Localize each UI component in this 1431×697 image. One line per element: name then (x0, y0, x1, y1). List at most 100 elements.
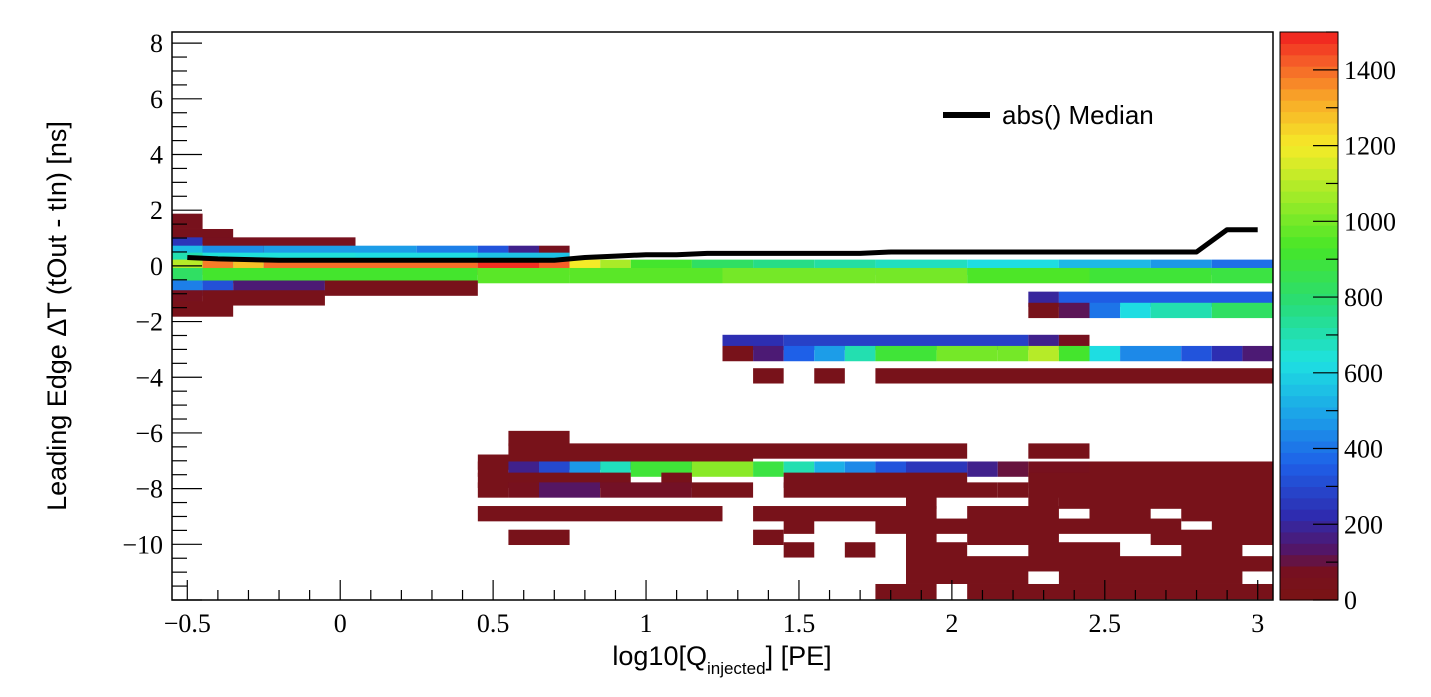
heatmap-cell (1028, 443, 1090, 459)
y-axis: 8 6 4 2 0 −2 −4 −6 −8 −10 (122, 29, 202, 601)
colorbar-step (1280, 32, 1338, 44)
colorbar-step (1280, 350, 1338, 363)
heatmap-cell (324, 280, 478, 296)
colorbar-step (1280, 281, 1338, 294)
colorbar-step (1280, 509, 1338, 522)
heatmap-cell (875, 518, 1182, 534)
heatmap-cell (1089, 267, 1212, 284)
colorbar-step (1280, 486, 1338, 499)
heatmap-cell (1120, 302, 1151, 319)
heatmap-cell (1150, 529, 1273, 546)
colorbar-tick-label: 400 (1344, 435, 1383, 464)
colorbar-step (1280, 54, 1338, 67)
colorbar-step (1280, 475, 1338, 487)
heatmap-cell (844, 542, 876, 558)
heatmap-cell (844, 345, 876, 362)
colorbar-step (1280, 497, 1338, 510)
heatmap-cell (997, 461, 1029, 477)
heatmap-cell (814, 345, 845, 362)
heatmap-cell (906, 556, 1273, 572)
y-tick-label: 2 (150, 196, 163, 225)
x-axis-title-suffix: ] [PE] (766, 641, 832, 671)
heatmap-cell (691, 461, 754, 477)
x-axis: −0.5 0 0.5 1 1.5 2 2.5 3 (164, 580, 1264, 638)
heatmap-cell (722, 345, 754, 362)
heatmap-cell (1211, 267, 1273, 284)
colorbar-step (1280, 100, 1338, 113)
heatmap-cell (1028, 542, 1121, 558)
heatmap-cell (202, 267, 478, 284)
median-line-layer (187, 227, 1258, 263)
colorbar-tick-label: 800 (1344, 283, 1383, 312)
heatmap-cell (1120, 345, 1182, 362)
colorbar-step (1280, 179, 1338, 192)
heatmap-cell (967, 506, 1059, 522)
colorbar-step (1280, 577, 1338, 590)
y-tick-label: 6 (150, 85, 163, 114)
heatmap-cell (967, 461, 998, 477)
heatmap-cell (1089, 506, 1151, 522)
heatmap-cell (477, 506, 723, 522)
heatmap-cell (997, 345, 1029, 362)
colorbar-step (1280, 520, 1338, 533)
heatmap-cell (1211, 302, 1273, 319)
colorbar-step (1280, 338, 1338, 351)
y-tick-label: −8 (135, 475, 163, 504)
heatmap-cell (172, 301, 234, 317)
median-series-line (187, 227, 1258, 263)
colorbar-step (1280, 316, 1338, 328)
y-tick-label: 4 (150, 141, 163, 170)
colorbar-step (1280, 327, 1338, 340)
colorbar-tick-label: 1400 (1344, 56, 1396, 85)
heatmap-cell (539, 482, 601, 498)
y-tick-label: 0 (150, 252, 163, 281)
colorbar-step (1280, 395, 1338, 408)
colorbar-step (1280, 168, 1338, 181)
y-axis-title: Leading Edge ΔT (tOut - tIn) [ns] (42, 121, 72, 511)
colorbar-step (1280, 554, 1338, 567)
heatmap-cell (753, 461, 784, 477)
colorbar-frame (1279, 31, 1339, 601)
heatmap-cell (508, 430, 570, 447)
colorbar-step (1280, 247, 1338, 260)
heatmap-cell (1028, 345, 1059, 362)
colorbar-step (1280, 429, 1338, 442)
heatmap-cell (753, 368, 784, 384)
colorbar-step (1280, 418, 1338, 431)
legend: abs() Median (943, 100, 1154, 130)
heatmap-cell (477, 267, 570, 284)
colorbar-step (1280, 463, 1338, 476)
heatmap-cell (1089, 345, 1121, 362)
colorbar-step (1280, 88, 1338, 101)
heatmap-cell (477, 482, 509, 498)
heatmap-cell (1058, 302, 1090, 319)
y-tick-label: −6 (135, 419, 163, 448)
y-tick-label: −10 (122, 530, 163, 559)
heatmap-cell (1058, 493, 1273, 509)
heatmap-cell (753, 529, 784, 546)
heatmap-cell (1058, 345, 1090, 362)
x-axis-title: log10[Qinjected] [PE] (612, 641, 831, 678)
colorbar-step (1280, 531, 1338, 544)
heatmap-cell (1058, 568, 1243, 584)
x-tick-label: 1.5 (783, 609, 816, 638)
heatmap-cell (936, 345, 998, 362)
colorbar-step (1280, 293, 1338, 306)
x-tick-label: 2.5 (1089, 609, 1122, 638)
heatmap-cell (1150, 302, 1212, 319)
colorbar-step (1280, 191, 1338, 203)
x-axis-title-prefix: log10[Q (612, 641, 707, 671)
heatmap-cell (906, 542, 968, 558)
x-tick-label: 0.5 (477, 609, 510, 638)
heatmap-cell (814, 368, 845, 384)
x-axis-title-subscript: injected (707, 659, 766, 678)
colorbar-step (1280, 66, 1338, 79)
heatmap-cell (1211, 345, 1243, 362)
heatmap-cell (753, 345, 784, 362)
heatmap-cell (1181, 345, 1212, 362)
heatmap-cell (1181, 542, 1243, 558)
colorbar-step (1280, 259, 1338, 272)
colorbar-step (1280, 440, 1338, 453)
heatmap-cell (722, 267, 876, 284)
